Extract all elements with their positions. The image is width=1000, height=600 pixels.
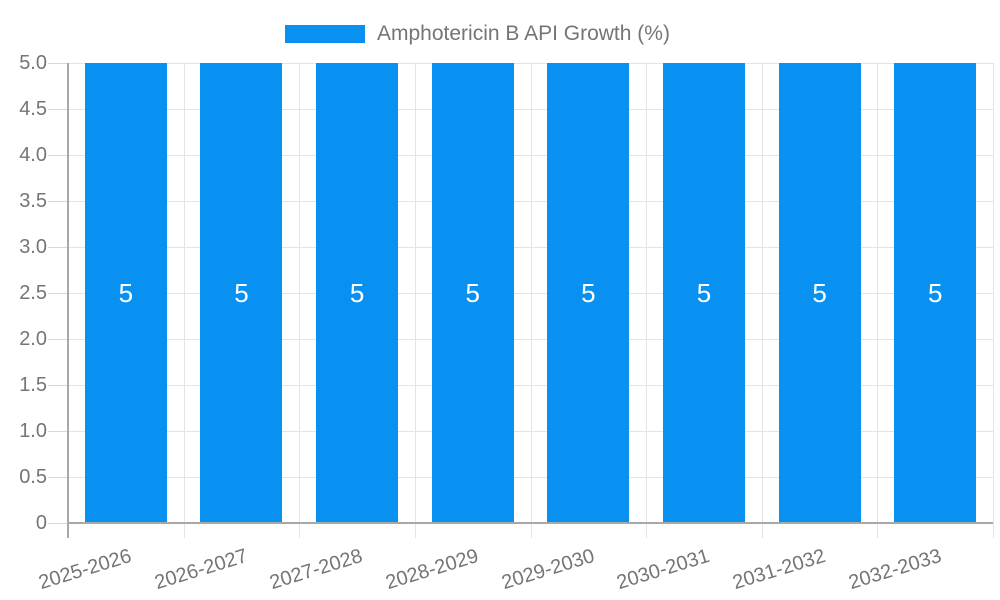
y-axis-tick bbox=[48, 431, 68, 432]
y-axis-tick bbox=[48, 523, 68, 524]
y-axis-tick-label: 3.0 bbox=[19, 235, 47, 258]
bar-2032-2033[interactable] bbox=[894, 63, 977, 523]
x-axis-tick-label: 2028-2029 bbox=[383, 545, 482, 595]
y-axis-tick-label: 3.5 bbox=[19, 189, 47, 212]
gridline-vertical bbox=[183, 63, 185, 538]
y-axis-tick-label: 0.5 bbox=[19, 465, 47, 488]
y-axis-tick bbox=[48, 385, 68, 386]
y-axis-tick-label: 4.0 bbox=[19, 143, 47, 166]
y-axis-tick bbox=[48, 109, 68, 110]
bar-2031-2032[interactable] bbox=[778, 63, 861, 523]
gridline-vertical bbox=[646, 63, 648, 538]
bar-2030-2031[interactable] bbox=[662, 63, 745, 523]
x-axis-tick-label: 2025-2026 bbox=[36, 545, 135, 595]
bar-2026-2027[interactable] bbox=[200, 63, 283, 523]
y-axis-tick-label: 2.0 bbox=[19, 327, 47, 350]
x-axis-tick-label: 2031-2032 bbox=[730, 545, 828, 595]
y-axis-tick-label: 4.5 bbox=[19, 97, 47, 120]
y-axis-tick-label: 1.0 bbox=[19, 419, 47, 442]
y-axis-tick bbox=[48, 339, 68, 340]
y-axis-tick bbox=[48, 477, 68, 478]
y-axis-tick bbox=[48, 63, 68, 64]
gridline-vertical bbox=[993, 63, 994, 538]
y-axis-tick bbox=[48, 155, 68, 156]
legend[interactable]: Amphotericin B API Growth (%) bbox=[285, 20, 670, 48]
bar-2029-2030[interactable] bbox=[547, 63, 630, 523]
gridline-vertical bbox=[877, 63, 879, 538]
gridline-vertical bbox=[530, 63, 532, 538]
legend-label: Amphotericin B API Growth (%) bbox=[377, 22, 670, 45]
y-axis-line bbox=[67, 63, 69, 538]
x-axis-tick-label: 2030-2031 bbox=[614, 545, 713, 595]
y-axis-tick bbox=[48, 201, 68, 202]
bar-2028-2029[interactable] bbox=[431, 63, 514, 523]
gridline-vertical bbox=[761, 63, 763, 538]
x-axis-tick-label: 2029-2030 bbox=[498, 545, 597, 595]
y-axis-tick-label: 5.0 bbox=[19, 51, 47, 74]
y-axis-tick bbox=[48, 247, 68, 248]
x-axis-tick-label: 2026-2027 bbox=[151, 545, 250, 595]
bar-2027-2028[interactable] bbox=[316, 63, 399, 523]
legend-swatch bbox=[285, 25, 365, 43]
y-axis-tick-label: 1.5 bbox=[19, 373, 47, 396]
gridline-vertical bbox=[414, 63, 416, 538]
x-axis-tick-label: 2027-2028 bbox=[267, 545, 366, 595]
bar-2025-2026[interactable] bbox=[84, 63, 167, 523]
gridline-vertical bbox=[299, 63, 301, 538]
y-axis-tick bbox=[48, 293, 68, 294]
x-axis-tick-label: 2032-2033 bbox=[845, 545, 944, 595]
y-axis-tick-label: 0 bbox=[35, 511, 47, 534]
y-axis-tick-label: 2.5 bbox=[19, 281, 47, 304]
